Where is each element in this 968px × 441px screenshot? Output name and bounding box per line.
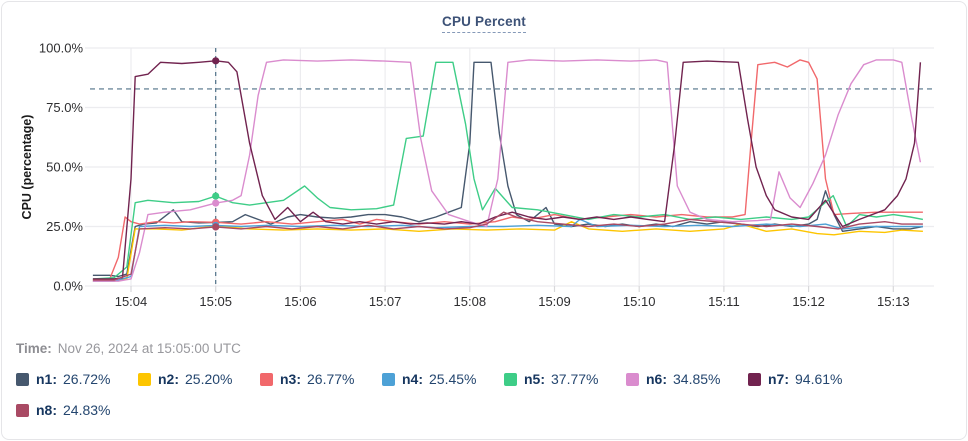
legend-label: n5: xyxy=(524,371,545,387)
legend-swatch-n5 xyxy=(504,372,517,386)
x-tick-label: 15:12 xyxy=(792,294,825,309)
series-line-n2 xyxy=(92,220,923,282)
legend-swatch-n3 xyxy=(260,372,273,386)
legend-value: 94.61% xyxy=(795,371,843,387)
marker-n5 xyxy=(212,192,220,200)
y-tick-label: 0.0% xyxy=(53,279,83,294)
legend-label: n1: xyxy=(36,371,57,387)
legend-value: 34.85% xyxy=(673,371,721,387)
legend-value: 37.77% xyxy=(551,371,599,387)
y-tick-label: 25.0% xyxy=(46,219,83,234)
legend-label: n8: xyxy=(36,402,57,418)
time-row: Time: Nov 26, 2024 at 15:05:00 UTC xyxy=(16,341,241,356)
legend-swatch-n6 xyxy=(626,372,639,386)
legend-swatch-n8 xyxy=(16,403,29,417)
series-line-n3 xyxy=(92,59,923,281)
x-tick-label: 15:05 xyxy=(199,294,232,309)
legend-label: n7: xyxy=(768,371,789,387)
marker-n7 xyxy=(212,57,220,65)
legend-value: 26.77% xyxy=(307,371,355,387)
y-axis-title: CPU (percentage) xyxy=(20,115,34,220)
legend-swatch-n4 xyxy=(382,372,395,386)
x-tick-label: 15:13 xyxy=(877,294,910,309)
x-tick-label: 15:08 xyxy=(454,294,487,309)
legend-item-n1[interactable]: n1: 26.72% xyxy=(16,367,138,391)
legend-item-n4[interactable]: n4: 25.45% xyxy=(382,367,504,391)
legend-item-n6[interactable]: n6: 34.85% xyxy=(626,367,748,391)
x-tick-label: 15:09 xyxy=(538,294,571,309)
y-tick-label: 50.0% xyxy=(46,160,83,175)
x-tick-label: 15:06 xyxy=(284,294,317,309)
marker-n6 xyxy=(212,199,220,207)
x-tick-label: 15:10 xyxy=(623,294,656,309)
y-tick-label: 100.0% xyxy=(39,41,84,56)
legend-item-n3[interactable]: n3: 26.77% xyxy=(260,367,382,391)
legend-swatch-n7 xyxy=(748,372,761,386)
legend-value: 25.45% xyxy=(429,371,477,387)
legend-swatch-n2 xyxy=(138,372,151,386)
legend-label: n2: xyxy=(158,371,179,387)
legend-label: n6: xyxy=(646,371,667,387)
series-line-n4 xyxy=(92,218,923,282)
legend-value: 26.72% xyxy=(63,371,111,387)
legend-item-n8[interactable]: n8: 24.83% xyxy=(16,398,138,422)
time-label: Time: xyxy=(16,341,52,356)
x-tick-label: 15:11 xyxy=(708,294,740,309)
legend-value: 25.20% xyxy=(185,371,233,387)
chart-header: CPU Percent xyxy=(2,13,966,33)
marker-n8 xyxy=(212,223,220,231)
legend-swatch-n1 xyxy=(16,372,29,386)
x-tick-label: 15:07 xyxy=(369,294,402,309)
chart-legend: n1: 26.72% n2: 25.20% n3: 26.77% n4: 25.45% n5: 3… xyxy=(16,367,956,422)
legend-label: n3: xyxy=(280,371,301,387)
series-line-n1 xyxy=(92,61,924,278)
legend-item-n2[interactable]: n2: 25.20% xyxy=(138,367,260,391)
y-tick-label: 75.0% xyxy=(46,100,83,115)
series-line-n6 xyxy=(92,59,922,282)
legend-item-n7[interactable]: n7: 94.61% xyxy=(748,367,870,391)
chart-title[interactable]: CPU Percent xyxy=(442,14,526,33)
series-line-n5 xyxy=(92,61,924,280)
legend-label: n4: xyxy=(402,371,423,387)
time-value: Nov 26, 2024 at 15:05:00 UTC xyxy=(57,341,241,356)
series-line-n7 xyxy=(92,60,922,280)
cpu-percent-chart[interactable]: 0.0% 25.0% 50.0% 75.0% 100.0% 15:04 15:05 15:06… xyxy=(1,1,968,319)
x-tick-label: 15:04 xyxy=(115,294,148,309)
legend-item-n5[interactable]: n5: 37.77% xyxy=(504,367,626,391)
legend-value: 24.83% xyxy=(63,402,111,418)
